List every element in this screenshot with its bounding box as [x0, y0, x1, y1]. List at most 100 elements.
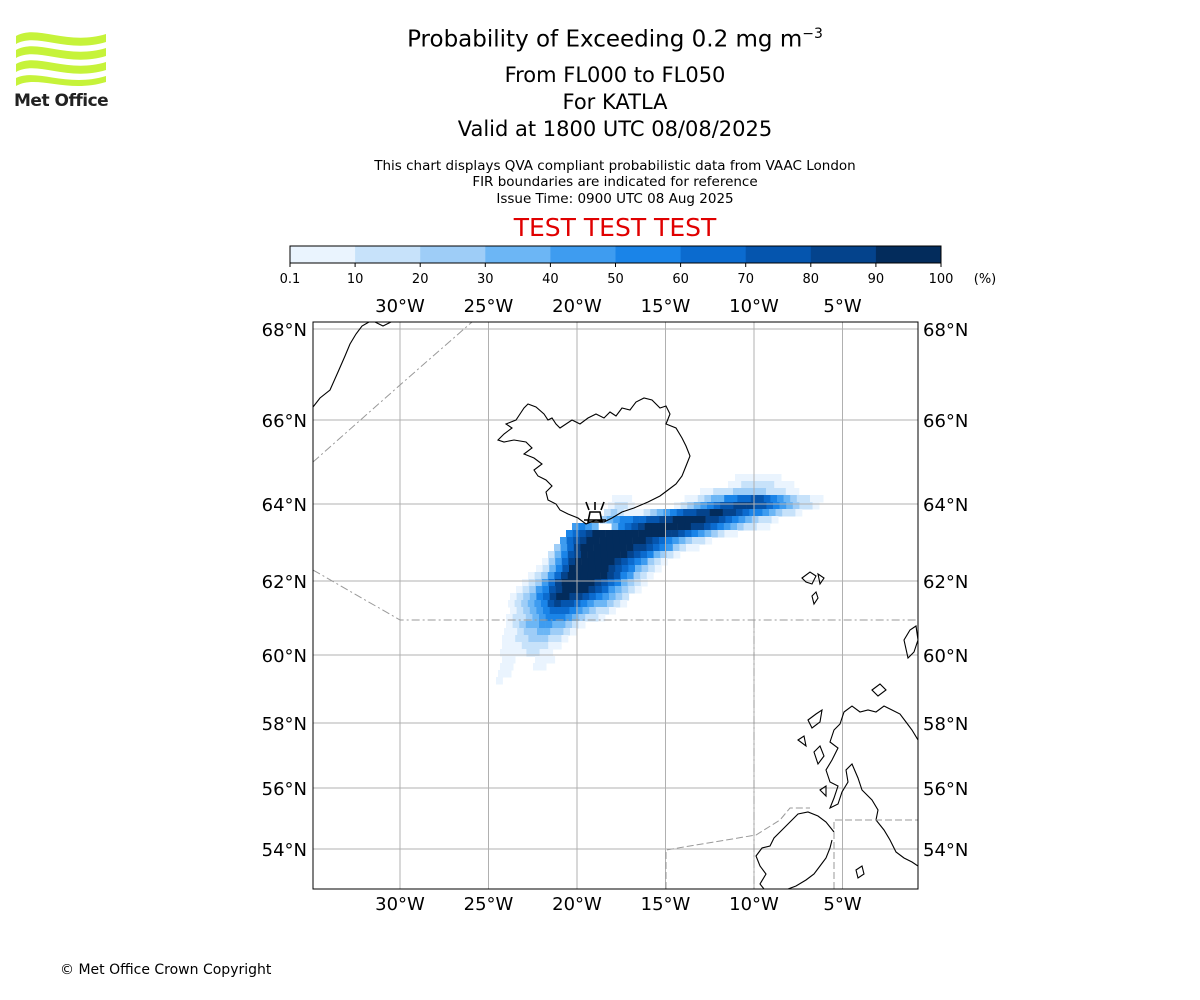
plume-cell [541, 642, 549, 650]
lon-label-bottom: 15°W [641, 894, 691, 915]
plume-cell [572, 621, 579, 629]
plume-cell [549, 607, 557, 615]
plume-cell [582, 607, 590, 615]
plume-cell [620, 572, 628, 580]
plume-cell [677, 523, 685, 531]
plume-cell [622, 593, 630, 601]
plume-cell [588, 565, 596, 573]
plume-cell [717, 495, 725, 503]
plume-cell [605, 530, 613, 538]
plume-cell [657, 523, 665, 531]
plume-cell [569, 607, 577, 615]
plume-cell [724, 495, 732, 503]
plume-cell [506, 649, 514, 657]
plume-cell [615, 586, 622, 594]
plume-cell [610, 509, 618, 517]
plume-cell [587, 600, 595, 608]
plume-cell [614, 558, 622, 566]
plume-cell [552, 621, 560, 629]
colorbar-tick-label: 40 [542, 272, 559, 287]
plume-cell [763, 495, 771, 503]
plume-cell [600, 551, 608, 559]
plume-cell [744, 495, 751, 503]
plume-cell [612, 495, 619, 503]
plume-cell [646, 572, 654, 580]
plume-cell [644, 523, 652, 531]
scotland-isles [797, 625, 918, 798]
plume-cell [613, 600, 621, 608]
plume-cell [562, 586, 570, 594]
lon-label-bottom: 20°W [552, 894, 602, 915]
plume-cell [741, 474, 749, 482]
plume-cell [510, 628, 518, 636]
plume-cell [575, 565, 583, 573]
plume-cell [756, 523, 764, 531]
plume-cell [640, 551, 648, 559]
plume-cell [602, 565, 609, 573]
plume-cell [572, 523, 579, 531]
plume-cell [574, 579, 582, 587]
plume-cell [500, 649, 507, 657]
plume-cell [666, 544, 674, 552]
plume-cell [647, 558, 655, 566]
plume-cell [747, 481, 755, 489]
plume-cell [519, 614, 527, 622]
plume-cell [548, 642, 556, 650]
plume-cell [653, 551, 661, 559]
plume-cell [585, 614, 593, 622]
plume-cell [568, 558, 576, 566]
plume-cell [771, 516, 779, 524]
plume-cell [625, 530, 633, 538]
plume-cell [556, 607, 564, 615]
colorbar-segment [745, 246, 812, 263]
plume-cell [638, 523, 645, 531]
plume-cell [498, 670, 505, 678]
plume-cell [608, 565, 616, 573]
plume-cell [742, 509, 750, 517]
plume-cell [528, 579, 536, 587]
lat-label-left: 54°N [262, 840, 307, 861]
plume-cell [545, 621, 553, 629]
plume-cell [621, 502, 629, 510]
plume-cell [541, 579, 549, 587]
lat-label-left: 60°N [262, 646, 307, 667]
plume-cell [562, 593, 570, 601]
plume-cell [796, 495, 804, 503]
plume-cell [704, 523, 711, 531]
plume-cell [665, 537, 673, 545]
plume-cell [660, 558, 668, 566]
plume-cell [726, 488, 734, 496]
plume-cell [549, 565, 557, 573]
plume-cell [729, 509, 737, 517]
plume-cell [508, 656, 516, 664]
plume-cell [660, 551, 668, 559]
met-office-logo [16, 32, 106, 86]
plume-cell [643, 509, 651, 517]
plume-cell [562, 607, 570, 615]
plume-cell [633, 572, 641, 580]
plume-cell [581, 558, 589, 566]
plume-cell [607, 600, 614, 608]
plume-cell [579, 530, 587, 538]
plume-cell [745, 516, 753, 524]
plume-cell [565, 614, 573, 622]
plume-cell [790, 495, 798, 503]
plume-cell [516, 586, 523, 594]
logo-text: Met Office [14, 91, 109, 111]
plume-cell [614, 502, 622, 510]
plume-cell [663, 509, 671, 517]
plume-cell [521, 600, 529, 608]
plume-cell [575, 558, 582, 566]
plume-cell [628, 586, 636, 594]
plume-cell [716, 509, 724, 517]
plume-cell [615, 565, 623, 573]
plume-cell [613, 544, 621, 552]
ireland-coast [755, 811, 835, 889]
plume-cell [591, 523, 599, 531]
plume-cell [633, 544, 641, 552]
plume-cell [711, 495, 718, 503]
colorbar-tick-label: 30 [477, 272, 494, 287]
plume-cell [731, 530, 738, 538]
plume-cell [806, 502, 813, 510]
